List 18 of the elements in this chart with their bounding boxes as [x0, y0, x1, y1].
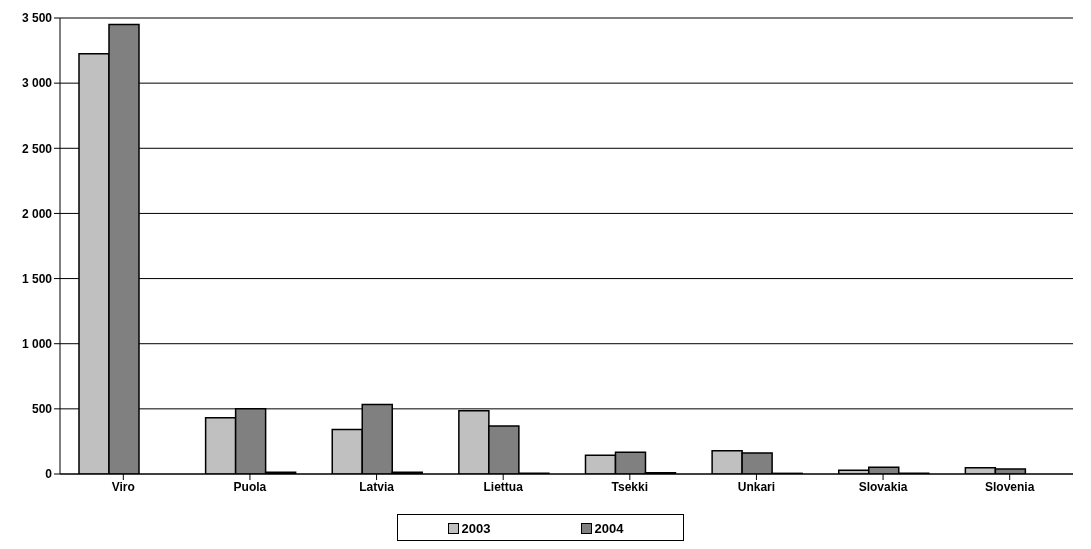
x-tick-label: Viro: [111, 479, 135, 494]
y-tick-label: 500: [31, 402, 53, 417]
x-tick-label: Puola: [233, 479, 267, 494]
x-tick-label: Slovenia: [985, 479, 1035, 494]
y-tick-label: 3 500: [21, 11, 53, 26]
x-tick-label: Latvia: [359, 479, 395, 494]
x-tick-label: Unkari: [737, 479, 776, 494]
y-tick-label: 0: [45, 467, 53, 482]
y-tick-label: 2 000: [21, 206, 53, 221]
y-tick-label: 2 500: [21, 141, 53, 156]
x-tick-label: Tsekki: [611, 479, 649, 494]
y-tick-label: 1 000: [21, 336, 53, 351]
legend-label: 2004: [593, 521, 624, 536]
x-tick-label: Slovakia: [858, 479, 908, 494]
x-tick-label: Liettua: [483, 479, 524, 494]
y-tick-label: 3 000: [21, 76, 53, 91]
y-tick-label: 1 500: [21, 271, 53, 286]
legend-label: 2003: [460, 521, 491, 536]
